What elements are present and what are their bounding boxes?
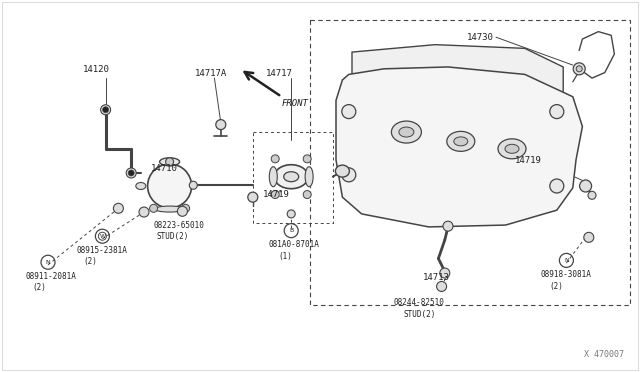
Ellipse shape [305,167,313,187]
Circle shape [216,120,226,129]
Ellipse shape [274,165,308,189]
Text: 14719: 14719 [515,156,542,165]
Ellipse shape [269,167,277,187]
Text: N: N [45,260,51,265]
Text: 14719: 14719 [262,190,289,199]
Circle shape [271,190,279,199]
Circle shape [126,168,136,178]
Circle shape [177,206,188,216]
Circle shape [189,181,197,189]
Circle shape [182,204,189,212]
Text: 14120: 14120 [83,65,110,74]
Circle shape [166,158,173,166]
Text: N: N [564,258,569,263]
Text: 14730: 14730 [467,33,494,42]
Text: 081A0-8701A: 081A0-8701A [269,240,319,249]
Circle shape [102,107,109,113]
Text: B: B [289,228,293,233]
Text: 08911-2081A: 08911-2081A [26,272,76,280]
Text: 08223-65010: 08223-65010 [154,221,204,230]
Text: (1): (1) [278,252,292,261]
Text: 08244-82510: 08244-82510 [394,298,444,307]
Ellipse shape [447,131,475,151]
Text: 14717: 14717 [266,69,292,78]
Circle shape [128,170,134,176]
Circle shape [440,268,450,278]
Text: STUD(2): STUD(2) [157,232,189,241]
Text: (2): (2) [549,282,563,291]
Circle shape [271,155,279,163]
Text: 14717A: 14717A [195,69,227,78]
Circle shape [248,192,258,202]
Circle shape [113,203,124,213]
Circle shape [550,105,564,119]
Circle shape [436,282,447,291]
Circle shape [576,66,582,72]
Ellipse shape [454,137,468,146]
Circle shape [150,204,157,212]
Ellipse shape [136,183,146,189]
Circle shape [584,232,594,242]
Circle shape [573,63,585,75]
Text: 08915-2381A: 08915-2381A [77,246,127,254]
Circle shape [303,155,311,163]
Circle shape [287,210,295,218]
Circle shape [580,180,591,192]
Circle shape [342,168,356,182]
Text: W: W [99,234,106,239]
Circle shape [550,179,564,193]
Ellipse shape [155,206,184,212]
Text: 14713: 14713 [422,273,449,282]
Ellipse shape [399,127,414,137]
Ellipse shape [159,158,180,166]
Ellipse shape [505,144,519,153]
Text: (2): (2) [32,283,46,292]
Text: X 470007: X 470007 [584,350,624,359]
Polygon shape [352,45,563,104]
Circle shape [303,190,311,199]
Ellipse shape [498,139,526,159]
Circle shape [588,191,596,199]
Circle shape [148,164,191,208]
Text: STUD(2): STUD(2) [403,310,436,318]
Circle shape [443,221,453,231]
Circle shape [139,207,149,217]
Ellipse shape [392,121,421,143]
Ellipse shape [335,165,349,177]
Polygon shape [336,67,582,227]
Ellipse shape [284,172,299,182]
Text: 14710: 14710 [150,164,177,173]
Text: (2): (2) [83,257,97,266]
Text: FRONT: FRONT [282,99,308,108]
Text: 08918-3081A: 08918-3081A [541,270,591,279]
Circle shape [100,105,111,115]
Circle shape [342,105,356,119]
